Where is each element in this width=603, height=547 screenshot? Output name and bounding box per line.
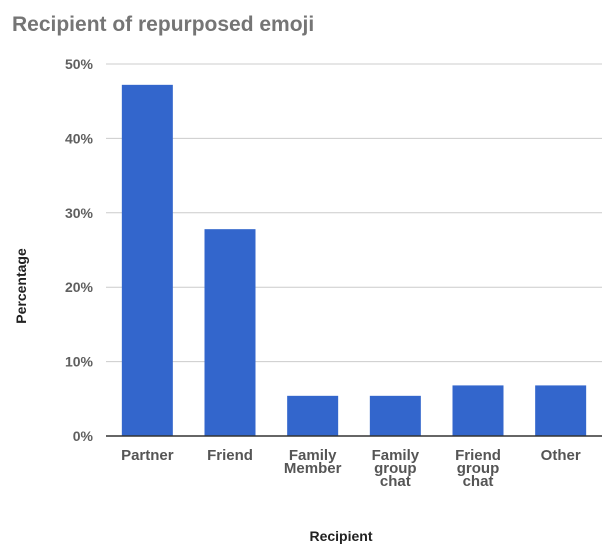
- y-tick-label: 10%: [65, 354, 94, 370]
- chart-title: Recipient of repurposed emoji: [12, 13, 314, 36]
- y-axis-ticks: 0% 10% 20% 30% 40% 50%: [65, 56, 94, 444]
- x-tick-label: Family Member: [284, 447, 342, 477]
- x-tick-label: Friend group chat: [455, 447, 501, 490]
- bar: [369, 395, 421, 436]
- y-tick-label: 20%: [65, 279, 94, 295]
- x-tick-label: Family group chat: [372, 447, 420, 490]
- bar: [452, 385, 504, 436]
- bars: [121, 84, 587, 436]
- x-tick-label: Other: [541, 447, 581, 464]
- bar: [287, 395, 339, 436]
- x-tick-label: Partner: [121, 447, 174, 464]
- gridlines: [106, 63, 602, 363]
- bar: [121, 84, 173, 436]
- y-tick-label: 40%: [65, 130, 94, 146]
- bar: [535, 385, 587, 436]
- bar: [204, 229, 256, 436]
- x-tick-label: Friend: [207, 447, 253, 464]
- y-tick-label: 30%: [65, 205, 94, 221]
- y-axis-title: Percentage: [13, 248, 29, 324]
- x-axis-title: Recipient: [309, 528, 372, 544]
- y-tick-label: 0%: [73, 428, 94, 444]
- y-tick-label: 50%: [65, 56, 94, 72]
- x-axis-category-labels: Partner Friend Family Member Family group chat…: [121, 447, 581, 490]
